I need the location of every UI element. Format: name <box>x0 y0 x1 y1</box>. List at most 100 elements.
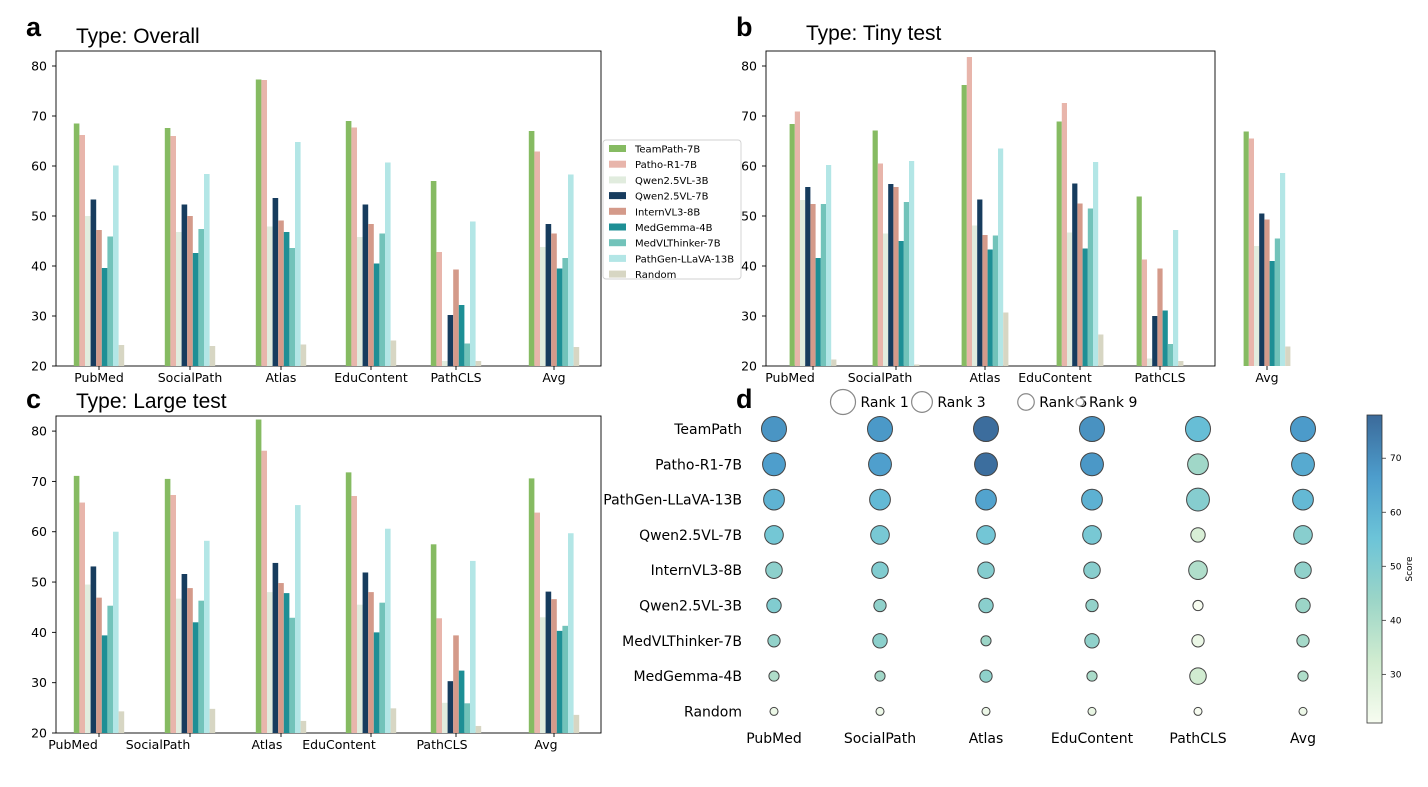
x-tick-label: Atlas <box>266 370 297 385</box>
bar-avg-medgemma-4b <box>556 268 563 366</box>
bar-atlas-internvl3-8b <box>982 235 988 366</box>
y-tick-label: PathGen-LLaVA-13B <box>603 493 742 509</box>
bar-avg-patho-r1-7b <box>534 512 540 733</box>
panel-d-bubble-chart: TeamPath Patho-R1-7B PathGen-LLaVA-13B Qwen… <box>603 388 1316 747</box>
bar-pathcls-teampath-7b <box>1136 196 1142 366</box>
x-tick-label: Avg <box>1290 731 1316 747</box>
panel-a-legend: TeamPath-7B Patho-R1-7B Qwen2.5VL-3B Qwen2.… <box>602 139 742 281</box>
bar-educontent-pathgen-llava-13b <box>385 528 391 733</box>
y-tick-label: 50 <box>31 209 47 224</box>
bubble-medgemma-4b-avg <box>1297 670 1309 682</box>
bubble-qwen2-5vl-7b-educontent <box>1082 525 1102 545</box>
x-tick-label: Atlas <box>252 737 283 752</box>
bar-educontent-patho-r1-7b <box>351 496 357 733</box>
y-tick-label: Qwen2.5VL-3B <box>639 599 742 615</box>
bar-avg-internvl3-8b <box>551 233 557 366</box>
y-tick-label: 70 <box>31 474 47 489</box>
bar-pubmed-qwen2-5vl-3b <box>800 200 806 366</box>
bubble-teampath-avg <box>1290 416 1316 442</box>
y-tick-label: 70 <box>741 109 757 124</box>
y-tick-label: 30 <box>31 309 47 324</box>
bar-pathcls-qwen2-5vl-7b <box>1152 316 1158 366</box>
colorbar-tick-label: 60 <box>1390 508 1402 518</box>
bar-pathcls-internvl3-8b <box>453 635 459 733</box>
bubble-random-pubmed <box>769 706 779 716</box>
bar-atlas-qwen2-5vl-3b <box>267 226 273 366</box>
y-tick-label: MedVLThinker-7B <box>622 634 742 650</box>
bar-avg-pathgen-llava-13b <box>1280 173 1286 366</box>
bar-educontent-qwen2-5vl-3b <box>357 604 363 733</box>
bar-avg-medvlthinker-7b <box>1274 238 1280 366</box>
bar-pathcls-qwen2-5vl-3b <box>442 361 448 366</box>
bar-pathcls-internvl3-8b <box>1157 268 1163 366</box>
bar-atlas-medgemma-4b <box>283 232 290 366</box>
size-legend-marker <box>1075 397 1085 407</box>
bar-pubmed-patho-r1-7b <box>79 135 85 366</box>
legend-swatch <box>609 254 626 262</box>
bar-avg-qwen2-5vl-3b <box>540 617 546 733</box>
y-tick-label: 40 <box>31 625 47 640</box>
bar-socialpath-random <box>209 708 216 733</box>
bar-pathcls-medvlthinker-7b <box>464 703 470 733</box>
y-tick-label: Random <box>684 704 742 720</box>
bar-educontent-random <box>390 340 397 366</box>
legend-entry: TeamPath-7B <box>634 145 700 156</box>
bar-avg-random <box>573 714 580 733</box>
bar-pathcls-medgemma-4b <box>458 305 465 366</box>
size-legend-marker <box>911 391 933 413</box>
bar-atlas-medgemma-4b <box>283 593 290 733</box>
bar-pubmed-internvl3-8b <box>96 597 102 733</box>
x-tick-label: PathCLS <box>416 737 467 752</box>
bar-avg-pathgen-llava-13b <box>568 174 574 366</box>
bubble-random-pathcls <box>1193 706 1203 716</box>
bubble-qwen2-5vl-3b-atlas <box>978 597 994 614</box>
bar-socialpath-qwen2-5vl-3b <box>176 598 182 733</box>
bar-pubmed-pathgen-llava-13b <box>113 531 119 733</box>
bar-educontent-qwen2-5vl-3b <box>357 237 363 366</box>
bar-educontent-pathgen-llava-13b <box>385 162 391 366</box>
size-legend-label: Rank 9 <box>1089 395 1137 411</box>
bar-socialpath-teampath-7b <box>164 478 171 733</box>
bar-socialpath-pathgen-llava-13b <box>909 161 915 366</box>
y-tick-label: 30 <box>31 675 47 690</box>
bar-socialpath-pathgen-llava-13b <box>204 540 210 733</box>
bar-socialpath-medgemma-4b <box>192 622 199 733</box>
bar-pathcls-patho-r1-7b <box>1141 259 1147 366</box>
bar-socialpath-teampath-7b <box>164 128 171 366</box>
bar-atlas-medvlthinker-7b <box>289 248 295 366</box>
bar-pathcls-medgemma-4b <box>1162 310 1168 366</box>
bubble-qwen2-5vl-7b-atlas <box>976 525 996 545</box>
y-tick-label: 40 <box>31 259 47 274</box>
y-tick-label: 80 <box>741 59 757 74</box>
bar-atlas-medvlthinker-7b <box>289 617 295 733</box>
bar-educontent-random <box>390 708 397 733</box>
bar-avg-patho-r1-7b <box>534 151 540 366</box>
x-tick-label: EduContent <box>334 370 408 385</box>
bar-atlas-teampath-7b <box>255 79 262 366</box>
bar-atlas-patho-r1-7b <box>966 57 972 366</box>
bar-pubmed-medvlthinker-7b <box>107 236 113 366</box>
x-tick-label: Atlas <box>969 731 1004 747</box>
legend-entry: Qwen2.5VL-7B <box>635 192 709 203</box>
y-tick-label: 60 <box>31 524 47 539</box>
bar-avg-qwen2-5vl-7b <box>1259 213 1265 366</box>
bar-atlas-medvlthinker-7b <box>992 235 998 366</box>
bar-pubmed-qwen2-5vl-7b <box>805 187 811 366</box>
bar-socialpath-patho-r1-7b <box>170 495 176 733</box>
bubble-medvlthinker-7b-socialpath <box>872 633 888 649</box>
bubble-medgemma-4b-atlas <box>979 669 993 683</box>
bubble-qwen2-5vl-7b-socialpath <box>870 525 890 545</box>
bar-socialpath-patho-r1-7b <box>877 163 883 366</box>
x-tick-label: Avg <box>1255 370 1278 385</box>
bar-socialpath-internvl3-8b <box>893 187 899 366</box>
bar-socialpath-medvlthinker-7b <box>198 600 204 733</box>
bar-educontent-medgemma-4b <box>373 263 380 366</box>
y-tick-label: Qwen2.5VL-7B <box>639 528 742 544</box>
bubble-medvlthinker-7b-pubmed <box>767 634 781 648</box>
bar-atlas-teampath-7b <box>255 419 262 733</box>
panel-b-title: Type: Tiny test <box>806 22 942 45</box>
bar-pubmed-random <box>118 711 125 733</box>
legend-swatch <box>609 270 626 278</box>
bar-educontent-internvl3-8b <box>368 592 374 733</box>
bar-atlas-qwen2-5vl-7b <box>977 199 983 366</box>
